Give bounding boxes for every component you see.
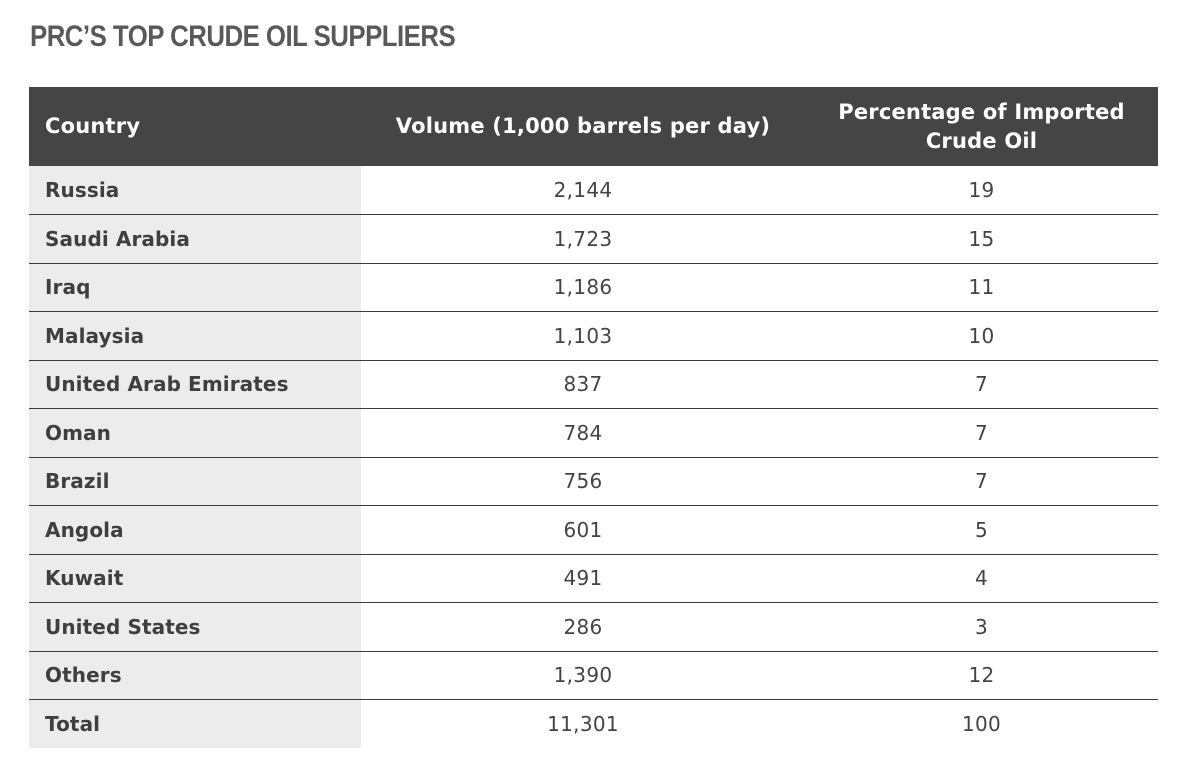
country-cell: Saudi Arabia [29, 214, 361, 263]
volume-cell: 1,390 [361, 650, 805, 700]
table-row: Russia 2,144 19 [29, 166, 1158, 215]
volume-cell: 286 [361, 602, 805, 651]
volume-cell: 784 [361, 408, 805, 457]
country-cell: Kuwait [29, 553, 361, 603]
column-header-country: Country [45, 114, 141, 138]
country-cell: Russia [29, 166, 361, 215]
country-cell: Malaysia [29, 311, 361, 360]
table-row: United Arab Emirates 837 7 [29, 359, 1158, 409]
country-cell: United States [29, 602, 361, 651]
percentage-cell: 15 [805, 214, 1158, 263]
percentage-cell: 3 [805, 602, 1158, 651]
volume-cell: 491 [361, 553, 805, 603]
suppliers-table: Country Volume (1,000 barrels per day) P… [29, 87, 1158, 748]
country-cell: Total [29, 699, 361, 748]
country-cell: Oman [29, 408, 361, 457]
percentage-cell: 100 [805, 699, 1158, 748]
table-row: United States 286 3 [29, 602, 1158, 651]
country-cell: Iraq [29, 262, 361, 312]
volume-cell: 1,103 [361, 311, 805, 360]
table-row: Iraq 1,186 11 [29, 262, 1158, 312]
percentage-cell: 7 [805, 456, 1158, 506]
volume-cell: 11,301 [361, 699, 805, 748]
table-row: Oman 784 7 [29, 408, 1158, 457]
percentage-cell: 5 [805, 505, 1158, 554]
percentage-cell: 12 [805, 650, 1158, 700]
table-row: Kuwait 491 4 [29, 553, 1158, 603]
table-row: Saudi Arabia 1,723 15 [29, 214, 1158, 263]
volume-cell: 756 [361, 456, 805, 506]
volume-cell: 1,186 [361, 262, 805, 312]
column-header-volume: Volume (1,000 barrels per day) [395, 114, 771, 138]
page-title: PRC’S TOP CRUDE OIL SUPPLIERS [30, 20, 456, 53]
country-cell: Others [29, 650, 361, 700]
percentage-cell: 19 [968, 178, 995, 202]
percentage-cell: 10 [805, 311, 1158, 360]
header-row: Country Volume (1,000 barrels per day) P… [29, 87, 1158, 166]
table-header: Country Volume (1,000 barrels per day) P… [29, 87, 1158, 166]
percentage-cell: 4 [805, 553, 1158, 603]
column-header-percentage: Percentage of Imported Crude Oil [838, 99, 1125, 153]
table-body: Russia 2,144 19 Saudi Arabia 1,723 15 Iraq 1,18… [29, 166, 1158, 748]
percentage-cell: 7 [805, 408, 1158, 457]
volume-cell: 601 [361, 505, 805, 554]
country-cell: United Arab Emirates [29, 359, 361, 409]
volume-cell: 837 [361, 359, 805, 409]
percentage-cell: 7 [805, 359, 1158, 409]
country-cell: Brazil [29, 456, 361, 506]
table-row: Others 1,390 12 [29, 650, 1158, 700]
suppliers-table-container: Country Volume (1,000 barrels per day) P… [29, 87, 1158, 748]
table-row: Brazil 756 7 [29, 456, 1158, 506]
table-row: Malaysia 1,103 10 [29, 311, 1158, 360]
table-row: Angola 601 5 [29, 505, 1158, 554]
volume-cell: 1,723 [361, 214, 805, 263]
country-cell: Angola [29, 505, 361, 554]
percentage-cell: 11 [805, 262, 1158, 312]
table-row: Total 11,301 100 [29, 699, 1158, 748]
volume-cell: 2,144 [553, 178, 613, 202]
